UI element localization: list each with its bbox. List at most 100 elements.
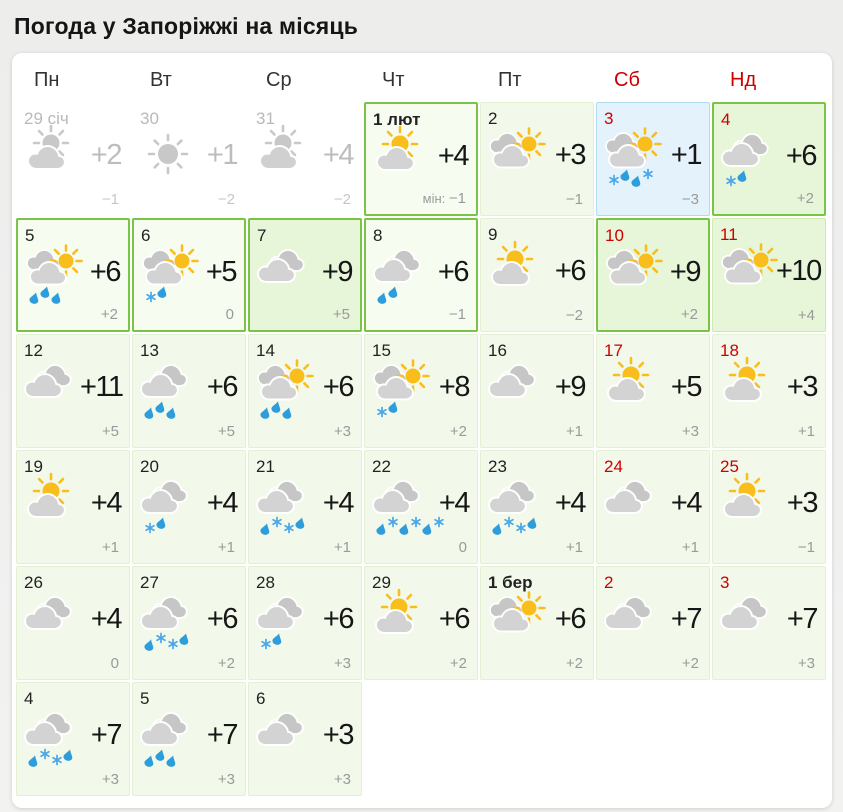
low-temperature: 0 bbox=[225, 306, 234, 323]
day-forecast: +5 bbox=[604, 356, 703, 414]
cloud-sun-icon bbox=[488, 126, 546, 182]
day-cell-16[interactable]: 16 +9 +1 bbox=[480, 334, 594, 448]
day-cell-29[interactable]: 29 +6 +2 bbox=[364, 566, 478, 680]
weekday-header-Пн: Пн bbox=[34, 69, 60, 91]
high-temperature: +4 bbox=[670, 487, 703, 520]
day-number: 10 bbox=[605, 226, 624, 245]
day-cell-5[interactable]: 5 +7 +3 bbox=[132, 682, 246, 796]
raindrop-icon bbox=[376, 522, 386, 535]
snowflake-icon bbox=[377, 406, 387, 417]
day-cell-1-лют[interactable]: 1 лют +4 мін: −1 bbox=[364, 102, 478, 216]
day-cell-14[interactable]: 14 +6 +3 bbox=[248, 334, 362, 448]
low-temperature: +1 bbox=[217, 539, 235, 556]
day-cell-18[interactable]: 18 +3 +1 bbox=[712, 334, 826, 448]
high-temperature: +10 bbox=[776, 255, 822, 288]
high-temperature: +8 bbox=[438, 371, 471, 404]
precipitation-icons bbox=[260, 516, 305, 535]
raindrop-icon bbox=[156, 516, 166, 529]
precipitation-icons bbox=[609, 168, 653, 187]
day-cell-17[interactable]: 17 +5 +3 bbox=[596, 334, 710, 448]
day-forecast: +7 bbox=[720, 594, 819, 646]
day-cell-9[interactable]: 9 +6 −2 bbox=[480, 218, 594, 332]
low-temperature: +3 bbox=[797, 655, 815, 672]
sun-cloud-icon bbox=[488, 240, 544, 298]
day-cell-7[interactable]: 7 +9 +5 bbox=[248, 218, 362, 332]
day-forecast: +6 bbox=[372, 588, 471, 646]
high-temperature: +4 bbox=[322, 487, 355, 520]
day-cell-27[interactable]: 27 +6 +2 bbox=[132, 566, 246, 680]
clouds-icon bbox=[604, 594, 660, 646]
low-temperature: +2 bbox=[565, 655, 583, 672]
cloud-sun-icon bbox=[256, 358, 314, 419]
high-temperature: +1 bbox=[206, 139, 239, 172]
raindrop-icon bbox=[51, 291, 61, 304]
empty-cell bbox=[712, 682, 826, 796]
raindrop-icon bbox=[295, 516, 305, 529]
day-number: 30 bbox=[140, 109, 159, 128]
day-number: 3 bbox=[604, 109, 614, 128]
day-cell-13[interactable]: 13 +6 +5 bbox=[132, 334, 246, 448]
high-temperature: +6 bbox=[322, 603, 355, 636]
low-temperature: +2 bbox=[449, 423, 467, 440]
sun-cloud-icon bbox=[24, 124, 80, 182]
weekday-header-Чт: Чт bbox=[382, 69, 405, 91]
day-cell-10[interactable]: 10 +9 +2 bbox=[596, 218, 710, 332]
low-temperature: −1 bbox=[101, 191, 119, 208]
day-cell-8[interactable]: 8 +6 −1 bbox=[364, 218, 478, 332]
day-cell-28[interactable]: 28 +6 +3 bbox=[248, 566, 362, 680]
day-cell-2[interactable]: 2 +7 +2 bbox=[596, 566, 710, 680]
raindrop-icon bbox=[377, 291, 387, 304]
weekday-header-Нд: Нд bbox=[730, 69, 757, 91]
raindrop-icon bbox=[179, 632, 189, 645]
high-temperature: +4 bbox=[437, 140, 470, 173]
high-temperature: +4 bbox=[206, 487, 239, 520]
day-number: 15 bbox=[372, 341, 391, 360]
high-temperature: +5 bbox=[670, 371, 703, 404]
day-number: 9 bbox=[488, 225, 498, 244]
day-cell-24[interactable]: 24 +4 +1 bbox=[596, 450, 710, 564]
raindrop-icon bbox=[260, 406, 270, 419]
day-number: 31 bbox=[256, 109, 275, 128]
calendar-grid: 29 січ +2 −1 30 +1 −2 31 +4 −2 1 лют +4 мін: −1 2 +3−… bbox=[16, 102, 828, 796]
day-cell-26[interactable]: 26 +4 0 bbox=[16, 566, 130, 680]
raindrop-icon bbox=[63, 748, 73, 761]
day-cell-5[interactable]: 5 +6 +2 bbox=[16, 218, 130, 332]
day-cell-20[interactable]: 20 +4 +1 bbox=[132, 450, 246, 564]
day-cell-23[interactable]: 23 +4 +1 bbox=[480, 450, 594, 564]
day-cell-3[interactable]: 3 +7 +3 bbox=[712, 566, 826, 680]
day-cell-6[interactable]: 6 +5 0 bbox=[132, 218, 246, 332]
day-cell-11[interactable]: 11 +10 +4 bbox=[712, 218, 826, 332]
day-forecast: +4 bbox=[604, 478, 703, 530]
day-cell-30: 30 +1 −2 bbox=[132, 102, 246, 216]
clouds-icon bbox=[24, 710, 80, 767]
day-forecast: +2 bbox=[24, 124, 123, 182]
snowflake-icon bbox=[284, 522, 294, 533]
high-temperature: +4 bbox=[322, 139, 355, 172]
day-cell-12[interactable]: 12 +11 +5 bbox=[16, 334, 130, 448]
day-cell-2[interactable]: 2 +3 −1 bbox=[480, 102, 594, 216]
clouds-icon bbox=[488, 362, 544, 414]
day-cell-15[interactable]: 15 +8 +2 bbox=[364, 334, 478, 448]
snowflake-icon bbox=[388, 516, 398, 527]
day-cell-25[interactable]: 25 +3 −1 bbox=[712, 450, 826, 564]
cloud-sun-icon bbox=[605, 243, 663, 299]
day-cell-21[interactable]: 21 +4 +1 bbox=[248, 450, 362, 564]
day-forecast: +6 bbox=[373, 247, 470, 304]
day-cell-4[interactable]: 4 +6 +2 bbox=[712, 102, 826, 216]
day-forecast: +4 bbox=[373, 125, 470, 183]
day-forecast: +9 bbox=[488, 362, 587, 414]
day-cell-3[interactable]: 3 +1 −3 bbox=[596, 102, 710, 216]
low-temperature: +3 bbox=[333, 423, 351, 440]
raindrop-icon bbox=[492, 522, 502, 535]
day-cell-4[interactable]: 4 +7 +3 bbox=[16, 682, 130, 796]
day-forecast: +6 bbox=[25, 243, 122, 304]
day-cell-6[interactable]: 6 +3 +3 bbox=[248, 682, 362, 796]
high-temperature: +2 bbox=[90, 139, 123, 172]
day-cell-22[interactable]: 22 +4 0 bbox=[364, 450, 478, 564]
empty-cell bbox=[364, 682, 478, 796]
low-temperature: +4 bbox=[797, 307, 815, 324]
day-cell-1-бер[interactable]: 1 бер +6 +2 bbox=[480, 566, 594, 680]
clouds-icon bbox=[140, 478, 196, 533]
high-temperature: +4 bbox=[438, 487, 471, 520]
day-cell-19[interactable]: 19 +4 +1 bbox=[16, 450, 130, 564]
